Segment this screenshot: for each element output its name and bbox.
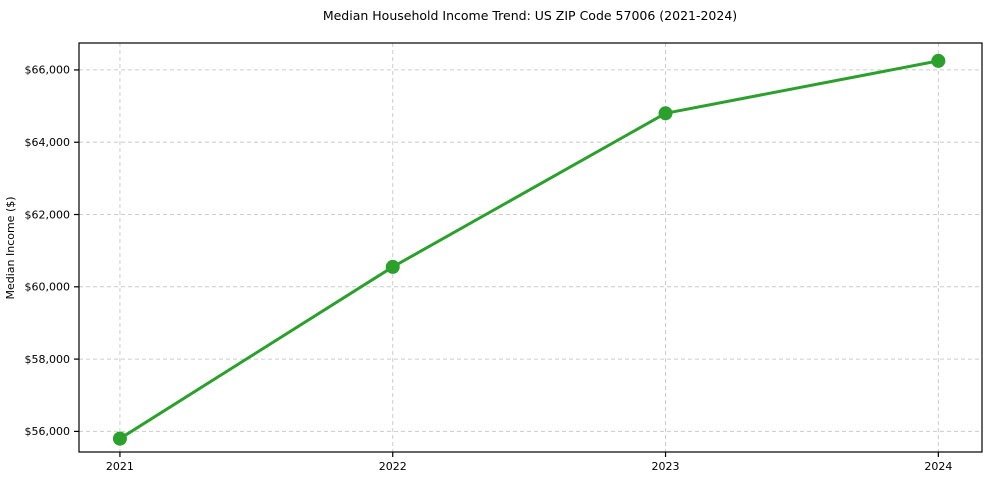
x-axis-tick-labels: 2021 2022 2023 2024 (106, 460, 952, 473)
y-tick-label: $64,000 (25, 136, 71, 149)
line-series-layer (112, 53, 946, 446)
data-point (112, 431, 127, 446)
x-tick-label: 2023 (652, 460, 680, 473)
y-axis-tick-labels: $56,000 $58,000 $60,000 $62,000 $64,000 $66,0… (25, 64, 71, 438)
data-point (658, 106, 673, 121)
x-tick-label: 2021 (106, 460, 134, 473)
data-point (385, 259, 400, 274)
chart-title: Median Household Income Trend: US ZIP Co… (323, 8, 737, 23)
tick-marks (74, 69, 939, 457)
y-tick-label: $66,000 (25, 64, 71, 77)
line-series (118, 59, 940, 441)
y-tick-label: $62,000 (25, 208, 71, 221)
data-point (931, 53, 946, 68)
x-tick-label: 2022 (379, 460, 407, 473)
x-tick-label: 2024 (924, 460, 952, 473)
y-tick-label: $58,000 (25, 353, 71, 366)
gridlines (79, 43, 982, 452)
y-tick-label: $60,000 (25, 281, 71, 294)
y-tick-label: $56,000 (25, 425, 71, 438)
y-axis-label: Median Income ($) (4, 196, 17, 299)
plot-border (78, 42, 983, 453)
